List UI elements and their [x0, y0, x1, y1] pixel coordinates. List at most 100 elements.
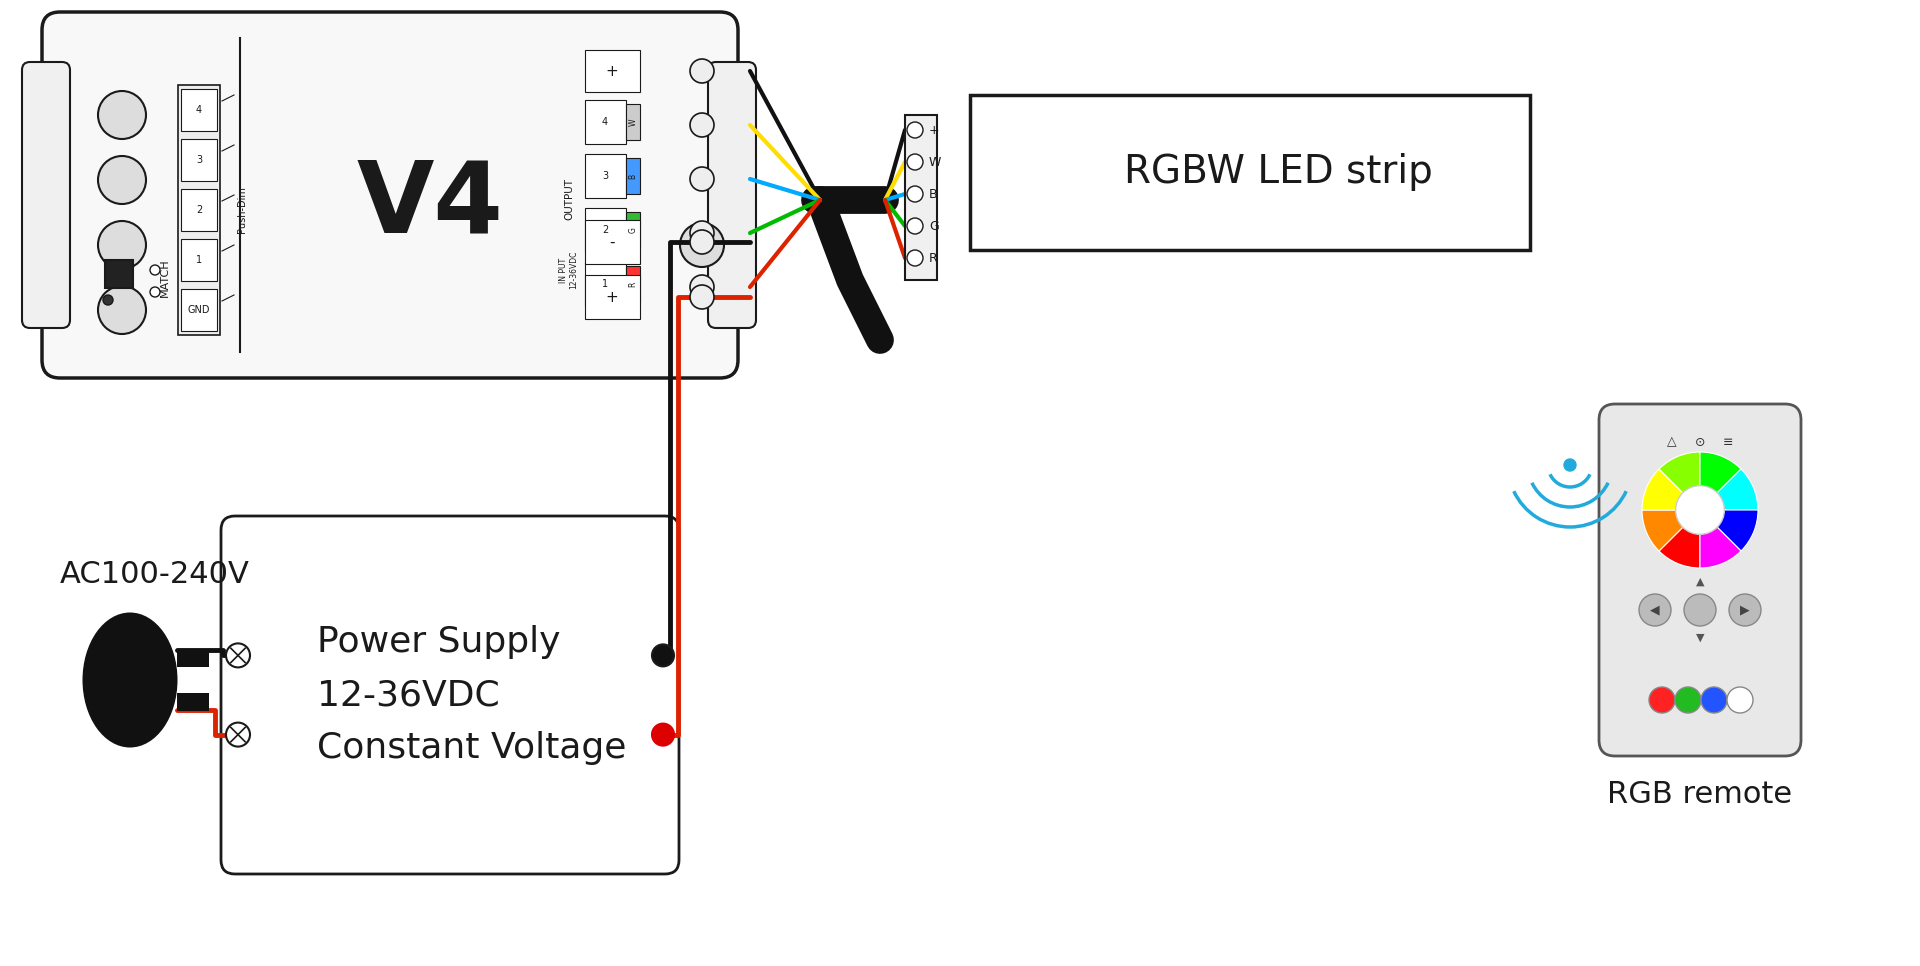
- Text: B: B: [628, 174, 637, 179]
- Text: 1: 1: [603, 279, 609, 289]
- Bar: [626, 158, 639, 194]
- Text: OUTPUT: OUTPUT: [564, 178, 574, 219]
- FancyBboxPatch shape: [21, 62, 69, 328]
- Circle shape: [104, 295, 113, 305]
- Bar: [180, 239, 217, 281]
- Circle shape: [906, 154, 924, 170]
- Bar: [106, 260, 132, 288]
- Text: ⊙: ⊙: [1695, 436, 1705, 448]
- Text: +: +: [605, 64, 618, 78]
- Text: +: +: [929, 124, 939, 136]
- Text: R: R: [628, 281, 637, 287]
- Ellipse shape: [83, 612, 177, 748]
- Text: R: R: [929, 251, 937, 265]
- Bar: [626, 104, 639, 140]
- Circle shape: [98, 156, 146, 204]
- FancyBboxPatch shape: [42, 12, 737, 378]
- Circle shape: [1730, 594, 1761, 626]
- Bar: [586, 50, 639, 92]
- Text: Power Supply
12-36VDC
Constant Voltage: Power Supply 12-36VDC Constant Voltage: [317, 625, 626, 765]
- Bar: [586, 275, 639, 319]
- Circle shape: [1649, 687, 1674, 713]
- Circle shape: [1565, 459, 1576, 471]
- Circle shape: [1726, 687, 1753, 713]
- Bar: [179, 85, 221, 335]
- Circle shape: [150, 265, 159, 275]
- Text: G: G: [929, 219, 939, 233]
- Text: ▲: ▲: [1695, 577, 1705, 587]
- Bar: [177, 693, 209, 711]
- Text: △: △: [1667, 436, 1676, 448]
- Text: G: G: [628, 227, 637, 233]
- Circle shape: [906, 122, 924, 138]
- Wedge shape: [1699, 510, 1741, 568]
- Wedge shape: [1699, 452, 1741, 510]
- Wedge shape: [1659, 452, 1699, 510]
- Circle shape: [653, 644, 674, 667]
- Circle shape: [1640, 594, 1670, 626]
- Text: -: -: [609, 235, 614, 249]
- Text: RGBW LED strip: RGBW LED strip: [1123, 153, 1432, 191]
- Text: +: +: [605, 290, 618, 304]
- Bar: [626, 266, 639, 302]
- Circle shape: [98, 221, 146, 269]
- Circle shape: [906, 218, 924, 234]
- Text: 4: 4: [603, 117, 609, 127]
- Text: GND: GND: [188, 305, 211, 315]
- Circle shape: [689, 113, 714, 137]
- Bar: [626, 212, 639, 248]
- Circle shape: [1684, 594, 1716, 626]
- FancyBboxPatch shape: [1599, 404, 1801, 756]
- Text: RGB remote: RGB remote: [1607, 780, 1793, 809]
- Text: ◀: ◀: [1649, 604, 1659, 616]
- Circle shape: [98, 91, 146, 139]
- Circle shape: [1701, 687, 1726, 713]
- Wedge shape: [1699, 469, 1759, 510]
- Circle shape: [689, 221, 714, 245]
- Text: V4: V4: [357, 156, 503, 253]
- Text: 3: 3: [603, 171, 609, 181]
- Circle shape: [98, 286, 146, 334]
- FancyBboxPatch shape: [708, 62, 756, 328]
- Bar: [586, 262, 626, 306]
- Text: B: B: [929, 187, 937, 201]
- Text: ▼: ▼: [1695, 633, 1705, 643]
- Bar: [904, 115, 937, 280]
- Text: 1: 1: [196, 255, 202, 265]
- Text: MATCH: MATCH: [159, 259, 171, 298]
- Text: 2: 2: [196, 205, 202, 215]
- Text: ≡: ≡: [1722, 436, 1734, 448]
- Bar: [970, 95, 1530, 250]
- Text: W: W: [628, 118, 637, 126]
- Bar: [180, 89, 217, 131]
- Circle shape: [689, 285, 714, 309]
- Wedge shape: [1699, 510, 1759, 551]
- Bar: [586, 208, 626, 252]
- Bar: [586, 220, 639, 264]
- Circle shape: [906, 250, 924, 266]
- Circle shape: [150, 287, 159, 297]
- Text: ▶: ▶: [1740, 604, 1749, 616]
- Text: Push-Dim: Push-Dim: [236, 186, 248, 234]
- Circle shape: [653, 724, 674, 746]
- Circle shape: [680, 223, 724, 267]
- Bar: [586, 154, 626, 198]
- Text: 3: 3: [196, 155, 202, 165]
- Circle shape: [906, 186, 924, 202]
- Bar: [177, 649, 209, 667]
- Circle shape: [1676, 486, 1724, 534]
- Circle shape: [227, 723, 250, 747]
- Bar: [180, 289, 217, 331]
- Circle shape: [689, 167, 714, 191]
- Circle shape: [689, 230, 714, 254]
- Text: 2: 2: [601, 225, 609, 235]
- Bar: [586, 100, 626, 144]
- Text: W: W: [929, 156, 941, 168]
- Text: IN PUT
12-36VDC: IN PUT 12-36VDC: [559, 251, 578, 289]
- FancyBboxPatch shape: [221, 516, 680, 874]
- Text: 4: 4: [196, 105, 202, 115]
- Bar: [180, 139, 217, 181]
- Circle shape: [689, 59, 714, 83]
- Bar: [180, 189, 217, 231]
- Wedge shape: [1642, 510, 1699, 551]
